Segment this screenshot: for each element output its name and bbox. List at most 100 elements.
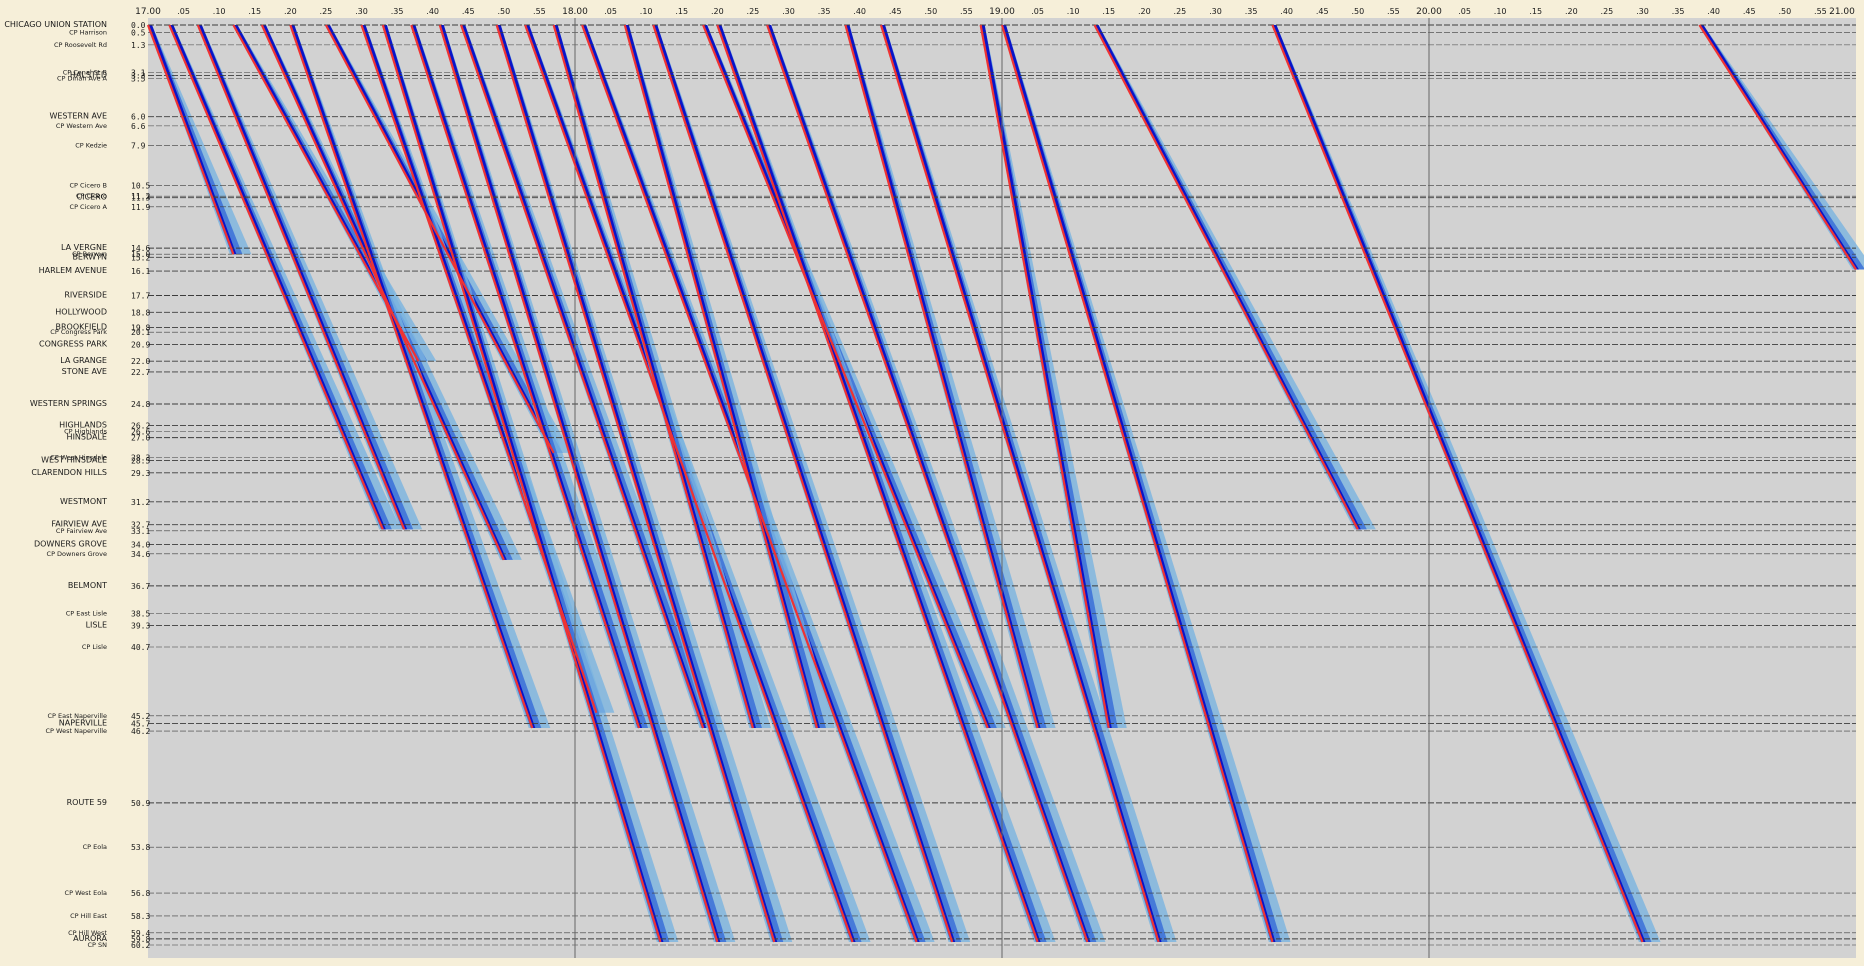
milepost-label: 19.8 [131, 324, 150, 333]
station-label: CP Fairview Ave [56, 527, 107, 535]
milepost-label: 56.8 [131, 889, 150, 898]
station-label: CP Roosevelt Rd [54, 41, 107, 49]
station-label: HINSDALE [67, 433, 107, 442]
scheduled-train-lines [146, 24, 1857, 943]
minute-tick-label: .25 [1601, 7, 1614, 16]
milepost-label: 45.7 [131, 719, 150, 728]
station-label: CP Congress Park [50, 328, 107, 336]
scheduled-train-line [324, 24, 555, 454]
scheduled-train-line [766, 24, 1089, 943]
minute-tick-label: .15 [675, 7, 688, 16]
minute-tick-label: .35 [818, 7, 831, 16]
scheduled-train-line [702, 24, 989, 729]
station-label: LISLE [86, 621, 107, 630]
minute-tick-label: .40 [853, 7, 866, 16]
scheduled-train-line [1698, 24, 1857, 271]
scheduled-train-line [168, 24, 384, 530]
minute-tick-label: .50 [497, 7, 510, 16]
scheduled-train-line [410, 24, 641, 729]
milepost-label: 3.1 [131, 68, 146, 77]
station-label: CP Downers Grove [47, 550, 107, 558]
milepost-label: 6.0 [131, 113, 146, 122]
scheduled-train-line [716, 24, 1039, 943]
station-label: CP East Lisle [66, 609, 107, 617]
milepost-label: 16.1 [131, 267, 150, 276]
milepost-label: 7.9 [131, 142, 146, 151]
milepost-label: 38.5 [131, 609, 150, 618]
hour-tick-label: 18.00 [562, 7, 588, 17]
minute-tick-label: .20 [1565, 7, 1578, 16]
scheduled-train-line [438, 24, 719, 943]
station-label: CP Highlands [64, 428, 107, 436]
scheduled-train-line [552, 24, 754, 729]
minute-tick-label: .15 [1102, 7, 1115, 16]
milepost-label: 26.6 [131, 428, 150, 437]
station-label: CP Hill East [70, 912, 107, 920]
milepost-label: 14.6 [131, 244, 150, 253]
station-label: WEST HINSDALE [41, 456, 107, 465]
station-label: CONGRESS PARK [39, 339, 108, 348]
station-label: CP Canal St B [63, 68, 107, 76]
minute-tick-label: .50 [1778, 7, 1791, 16]
minute-tick-label: .40 [1280, 7, 1293, 16]
station-label: CP West Eola [65, 889, 107, 897]
station-label: STONE AVE [62, 367, 107, 376]
station-label: CP Cicero B [70, 181, 107, 189]
minute-tick-label: .35 [391, 7, 404, 16]
minute-tick-label: .25 [1174, 7, 1187, 16]
milepost-label: 0.5 [131, 29, 146, 38]
minute-tick-label: .10 [1494, 7, 1507, 16]
scheduled-train-line [1093, 24, 1359, 530]
minute-tick-label: .45 [1316, 7, 1329, 16]
scheduled-train-line [1000, 24, 1274, 943]
scheduled-train-line [623, 24, 819, 729]
station-label: CP East Naperville [47, 712, 107, 720]
station-label: CP Eola [83, 843, 107, 851]
minute-tick-label: .20 [711, 7, 724, 16]
station-label: HIGHLANDS [59, 420, 107, 429]
milepost-label: 3.5 [131, 74, 146, 83]
milepost-label: 18.8 [131, 308, 150, 317]
milepost-label: 29.3 [131, 469, 150, 478]
minute-tick-label: .40 [426, 7, 439, 16]
milepost-label: 39.3 [131, 622, 150, 631]
station-label: CP Harrison [69, 29, 107, 37]
station-label: HALSTED [70, 70, 107, 79]
milepost-label: 22.0 [131, 357, 150, 366]
station-label: LA GRANGE [60, 356, 107, 365]
scheduled-train-line [460, 24, 705, 729]
minute-tick-label: .30 [1636, 7, 1649, 16]
station-label: FAIRVIEW AVE [51, 520, 107, 529]
minute-tick-label: .10 [1067, 7, 1080, 16]
milepost-label: 53.8 [131, 843, 150, 852]
minute-tick-label: .40 [1707, 7, 1720, 16]
station-label: CP Dinah Ave A [57, 74, 108, 82]
minute-tick-label: .25 [320, 7, 333, 16]
minute-tick-label: .05 [604, 7, 617, 16]
milepost-label: 1.3 [131, 41, 146, 50]
scheduled-train-line [289, 24, 534, 729]
station-label: WESTERN AVE [49, 112, 107, 121]
station-label: WESTERN SPRINGS [30, 399, 107, 408]
station-label: LA VERGNE [61, 243, 107, 252]
minute-tick-label: .30 [782, 7, 795, 16]
milepost-label: 27.0 [131, 434, 150, 443]
time-axis-labels: 17.00 .05 .10 .15 .20 .25 .30 .35 .40 .45 .50 .55 18… [135, 7, 1855, 17]
station-label: CP Cicero [76, 192, 107, 200]
milepost-label: 24.8 [131, 400, 150, 409]
milepost-label: 40.7 [131, 643, 150, 652]
minute-tick-label: .45 [1743, 7, 1756, 16]
milepost-label: 11.9 [131, 203, 150, 212]
minute-tick-label: .25 [747, 7, 760, 16]
milepost-labels: 0.00.51.33.13.33.56.06.67.910.511.211.31… [131, 21, 150, 950]
scheduled-train-line [495, 24, 776, 943]
scheduled-train-line [524, 24, 854, 943]
milepost-label: 20.9 [131, 340, 150, 349]
milepost-label: 31.2 [131, 498, 150, 507]
milepost-label: 58.3 [131, 912, 150, 921]
scheduled-train-line [381, 24, 662, 943]
hour-tick-label: 20.00 [1416, 7, 1442, 17]
milepost-label: 45.2 [131, 712, 150, 721]
milepost-label: 15.2 [131, 253, 150, 262]
